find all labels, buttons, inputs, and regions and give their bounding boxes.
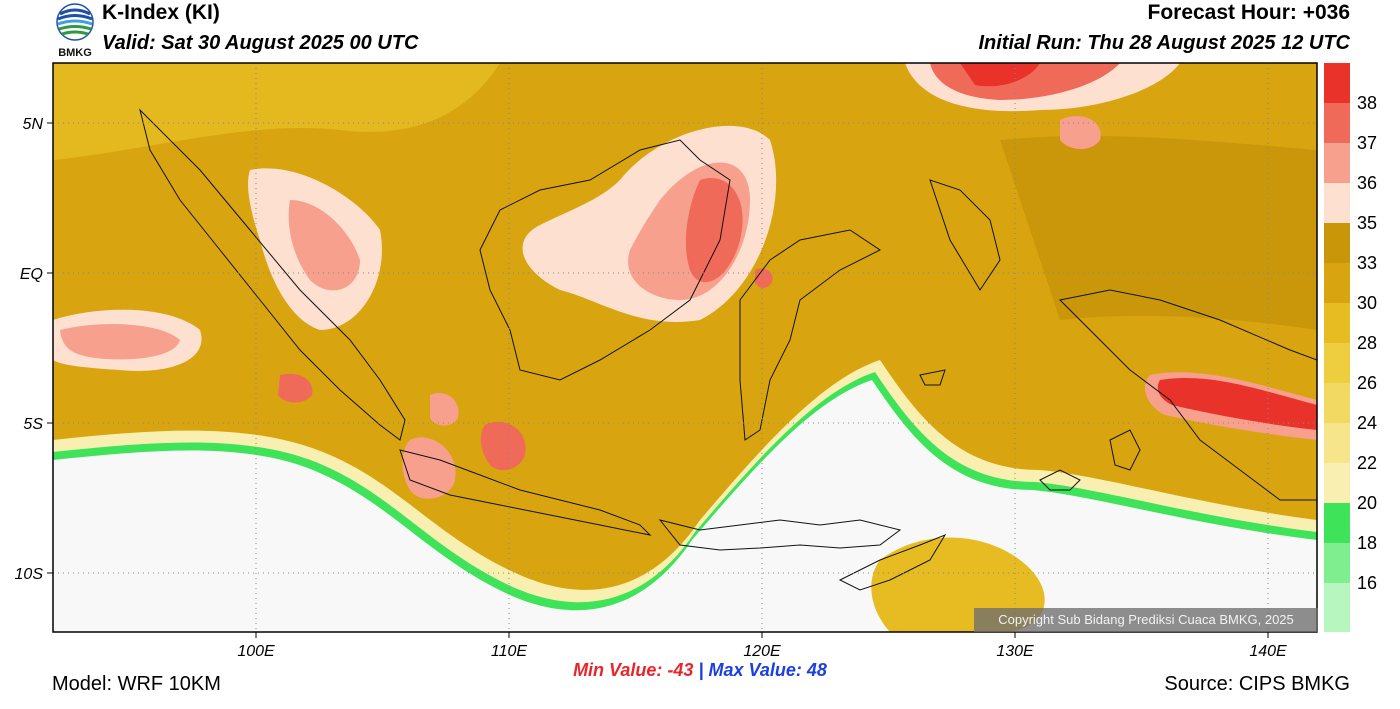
colorbar-label-18: 18 [1357,533,1377,553]
colorbar-label-30: 30 [1357,293,1377,313]
colorbar-swatch [1324,103,1350,143]
min-value-label: Min Value: [573,660,663,680]
logo-text: BMKG [58,47,92,58]
lat-label-5n: 5N [23,116,44,133]
map-frame [52,62,1318,633]
initial-run: Initial Run: Thu 28 August 2025 12 UTC [978,32,1350,54]
colorbar-swatch [1324,543,1350,583]
colorbar-label-38: 38 [1357,93,1377,113]
colorbar-swatch [1324,223,1350,263]
valid-time: Valid: Sat 30 August 2025 00 UTC [102,32,419,54]
source-label: Source: CIPS BMKG [1164,673,1350,695]
colorbar: 38 37 36 35 33 30 28 26 24 22 20 18 16 [1324,63,1377,632]
colorbar-swatch [1324,303,1350,343]
colorbar-label-35: 35 [1357,213,1377,233]
colorbar-label-28: 28 [1357,333,1377,353]
copyright-notice: Copyright Sub Bidang Prediksi Cuaca BMKG… [974,608,1318,632]
lon-label-130e: 130E [996,643,1034,660]
colorbar-swatch [1324,63,1350,103]
colorbar-label-37: 37 [1357,133,1377,153]
model-label: Model: WRF 10KM [52,673,221,695]
max-value: 48 [806,660,827,680]
colorbar-label-22: 22 [1357,453,1377,473]
lon-label-100e: 100E [237,643,275,660]
coastlines [139,108,1317,591]
graticule [53,63,1317,632]
lon-label-110e: 110E [491,643,528,660]
colorbar-swatch [1324,583,1350,632]
colorbar-label-24: 24 [1357,413,1377,433]
min-value: -43 [667,660,694,680]
min-max-separator: | [698,660,704,680]
bmkg-logo: BMKG [56,3,94,58]
colorbar-swatch [1324,143,1350,183]
forecast-hour: Forecast Hour: +036 [1147,1,1351,24]
colorbar-label-20: 20 [1357,493,1377,513]
min-max-line: Min Value: -43 | Max Value: 48 [0,660,1400,681]
lat-label-eq: EQ [20,266,43,283]
lon-label-140e: 140E [1249,643,1287,660]
colorbar-swatch [1324,463,1350,503]
colorbar-label-33: 33 [1357,253,1377,273]
lat-label-5s: 5S [23,416,43,433]
colorbar-swatch [1324,263,1350,303]
chart-title: K-Index (KI) [102,1,220,24]
colorbar-swatch [1324,503,1350,543]
colorbar-label-36: 36 [1357,173,1377,193]
k-index-field [53,63,1317,632]
colorbar-swatch [1324,423,1350,463]
colorbar-swatch [1324,383,1350,423]
colorbar-swatch [1324,183,1350,223]
colorbar-label-26: 26 [1357,373,1377,393]
lat-label-10s: 10S [15,566,44,583]
lon-label-120e: 120E [743,643,781,660]
colorbar-label-16: 16 [1357,573,1377,593]
colorbar-swatch [1324,343,1350,383]
max-value-label: Max Value: [708,660,802,680]
